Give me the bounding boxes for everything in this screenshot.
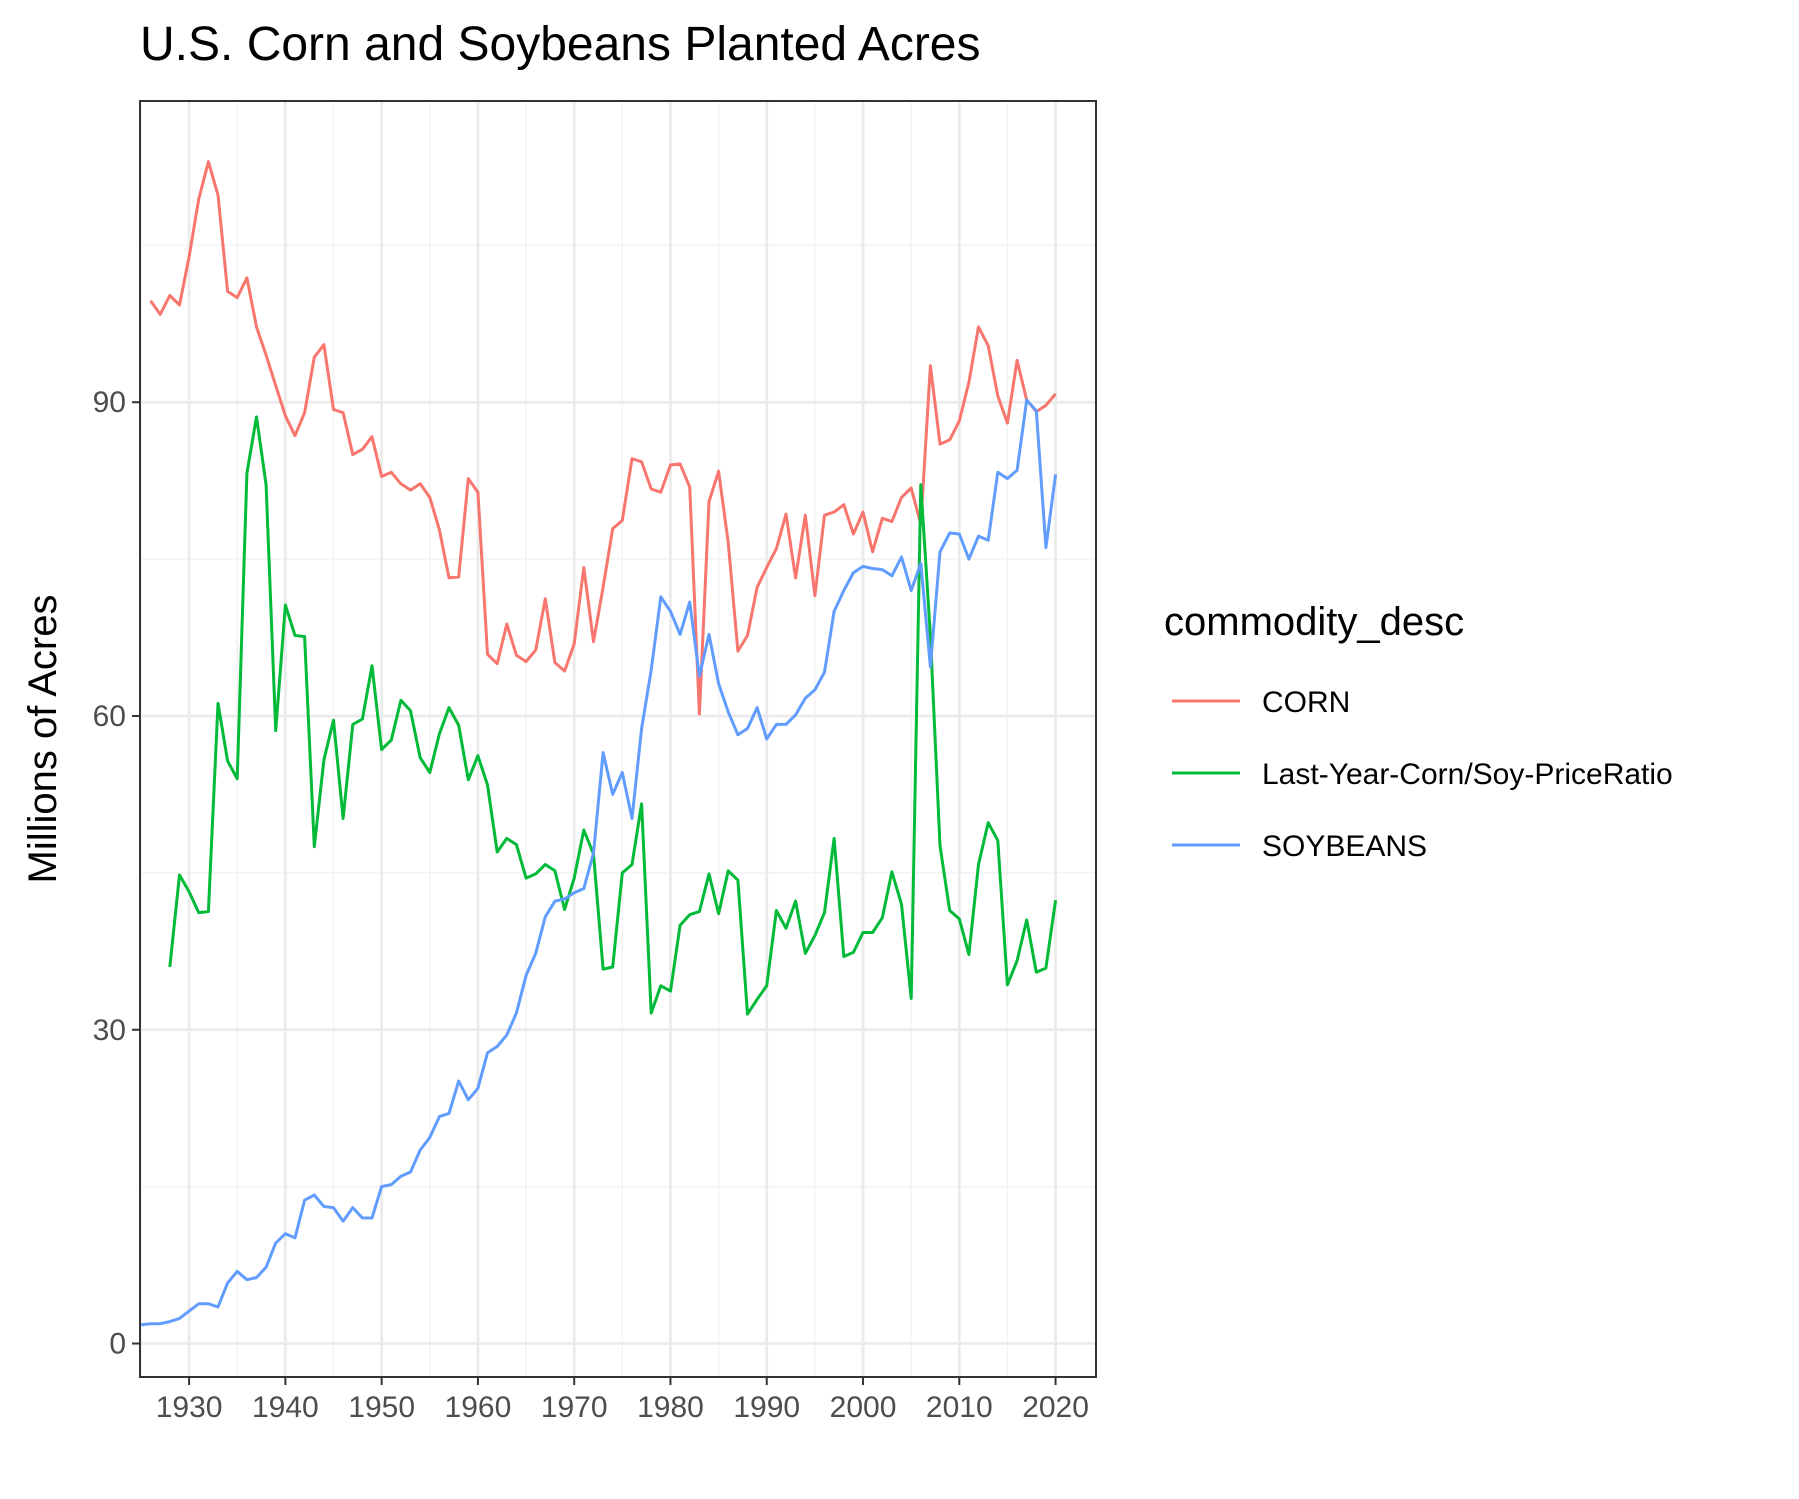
y-axis-title: Millions of Acres bbox=[21, 595, 65, 884]
x-tick-label: 1950 bbox=[348, 1391, 415, 1424]
x-tick-label: 1940 bbox=[252, 1391, 319, 1424]
series-line-3 bbox=[140, 398, 1058, 1327]
series-line-2 bbox=[168, 415, 1058, 1016]
legend-label-3: SOYBEANS bbox=[1262, 830, 1427, 863]
x-tick-label: 1930 bbox=[156, 1391, 223, 1424]
x-axis: 1930 1940 1950 1960 1970 1980 1990 2000 2010 2020 bbox=[156, 1377, 1089, 1424]
y-tick-label: 90 bbox=[93, 386, 126, 419]
y-tick-label: 30 bbox=[93, 1014, 126, 1047]
plot-panel-border bbox=[139, 100, 1097, 1378]
series-layer bbox=[140, 160, 1058, 1327]
y-tick-label: 0 bbox=[109, 1328, 126, 1361]
x-tick-label: 2000 bbox=[830, 1391, 897, 1424]
x-tick-label: 2010 bbox=[926, 1391, 993, 1424]
legend-title: commodity_desc bbox=[1164, 600, 1464, 644]
y-axis: 0 30 60 90 bbox=[93, 386, 140, 1361]
series-line-1 bbox=[149, 160, 1057, 716]
y-tick-label: 60 bbox=[93, 700, 126, 733]
legend-items: CORN Last-Year-Corn/Soy-PriceRatio SOYBEAN… bbox=[1172, 686, 1673, 863]
legend-label-1: CORN bbox=[1262, 686, 1350, 719]
legend: commodity_desc CORN Last-Year-Corn/Soy-Pr… bbox=[1164, 600, 1673, 863]
grid-minor bbox=[140, 101, 1096, 1377]
x-tick-label: 2020 bbox=[1022, 1391, 1089, 1424]
x-tick-label: 1970 bbox=[541, 1391, 608, 1424]
legend-label-2: Last-Year-Corn/Soy-PriceRatio bbox=[1262, 758, 1673, 791]
x-tick-label: 1990 bbox=[733, 1391, 800, 1424]
x-tick-label: 1980 bbox=[637, 1391, 704, 1424]
chart-title: U.S. Corn and Soybeans Planted Acres bbox=[140, 18, 981, 71]
x-tick-label: 1960 bbox=[445, 1391, 512, 1424]
